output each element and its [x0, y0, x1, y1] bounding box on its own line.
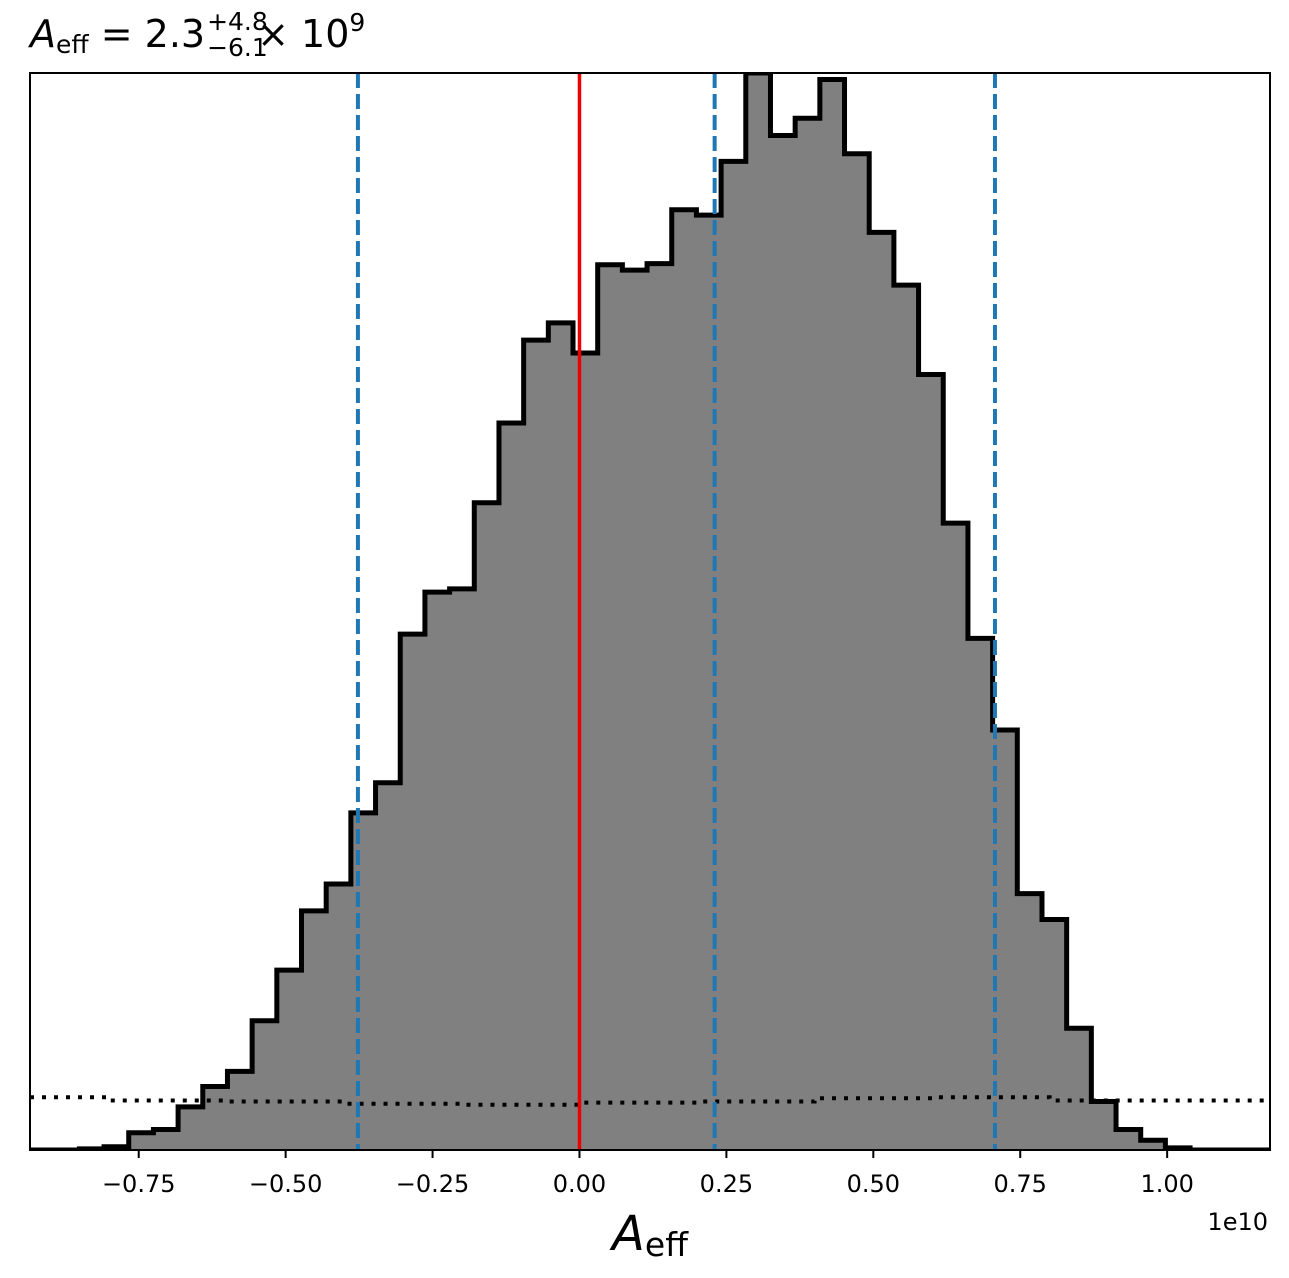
title-symbol-sub: eff — [56, 30, 89, 59]
histogram-bar — [424, 592, 451, 1150]
histogram-bar — [252, 1020, 278, 1150]
x-axis: −0.75 −0.50 −0.25 0.00 0.25 0.50 0.75 1.00 — [102, 1150, 1194, 1198]
histogram-bar — [548, 322, 574, 1150]
x-tick-label: 1.00 — [1140, 1170, 1193, 1198]
histogram-bar — [1116, 1129, 1142, 1150]
histogram-bar — [227, 1071, 253, 1150]
x-tick-label: −0.50 — [249, 1170, 323, 1198]
title-lower-err: −6.1 — [207, 32, 268, 62]
histogram-bar — [498, 423, 525, 1150]
histogram-bar — [721, 161, 747, 1150]
x-axis-label: Aeff — [609, 1206, 689, 1264]
histogram-bar — [597, 264, 623, 1150]
histogram-bar — [967, 638, 994, 1150]
x-tick-label: 0.25 — [700, 1170, 753, 1198]
histogram-bar — [893, 285, 920, 1150]
x-tick-label: −0.25 — [396, 1170, 470, 1198]
x-tick-label: 0.75 — [994, 1170, 1047, 1198]
plot-frame — [29, 72, 1271, 1151]
histogram-bar — [573, 353, 599, 1150]
histogram-bar — [449, 588, 475, 1150]
histogram-bar — [795, 118, 821, 1150]
plot-content — [30, 73, 1270, 1150]
histogram-bar — [918, 374, 944, 1150]
title-base: 10 — [301, 12, 350, 56]
histogram-bar — [276, 970, 303, 1150]
title-exponent: 9 — [349, 8, 366, 37]
x-tick-label: −0.75 — [102, 1170, 176, 1198]
histogram-bar — [375, 782, 401, 1150]
x-axis-label-sub: eff — [645, 1225, 689, 1264]
histogram-bar — [770, 135, 796, 1150]
title-errors: +4.8 −6.1 — [207, 9, 268, 60]
histogram-bar — [943, 523, 969, 1150]
histogram-bar — [1091, 1101, 1117, 1150]
histogram-bar — [745, 73, 772, 1150]
x-tick-label: 0.50 — [847, 1170, 900, 1198]
x-axis-label-symbol: A — [609, 1206, 645, 1262]
histogram-bar — [474, 502, 500, 1150]
histogram-bar — [869, 232, 895, 1150]
axis-offset-text: 1e10 — [1207, 1208, 1268, 1236]
histogram-bar — [1066, 1028, 1092, 1150]
histogram-bar — [622, 270, 648, 1150]
histogram-bar — [400, 634, 426, 1150]
title-symbol: A — [30, 12, 56, 56]
title-upper-err: +4.8 — [207, 6, 268, 36]
histogram-bar — [1041, 919, 1068, 1150]
chart-title: Aeff = 2.3 +4.8 −6.1 × 109 — [30, 8, 366, 60]
histogram-bar — [647, 263, 673, 1150]
title-times: × — [257, 12, 289, 56]
histogram-bar — [326, 883, 352, 1150]
histogram-bar — [819, 79, 846, 1150]
plot-area — [29, 72, 1271, 1151]
histogram-bar — [178, 1106, 204, 1150]
histogram-bar — [696, 215, 722, 1150]
title-median: 2.3 — [144, 12, 206, 56]
histogram-bar — [128, 1132, 155, 1150]
histogram-bar — [350, 812, 377, 1150]
x-tick-label: 0.00 — [553, 1170, 606, 1198]
histogram-bar — [153, 1129, 179, 1150]
histogram-bar — [523, 340, 549, 1150]
histogram-outline — [30, 73, 1270, 1150]
histogram-bar — [301, 910, 327, 1150]
histogram-bar — [1017, 893, 1043, 1150]
histogram-bar — [202, 1086, 229, 1150]
title-equals: = — [100, 12, 133, 56]
histogram-bar — [844, 153, 870, 1150]
histogram-bar — [1140, 1140, 1166, 1150]
histogram-bar — [671, 209, 698, 1150]
